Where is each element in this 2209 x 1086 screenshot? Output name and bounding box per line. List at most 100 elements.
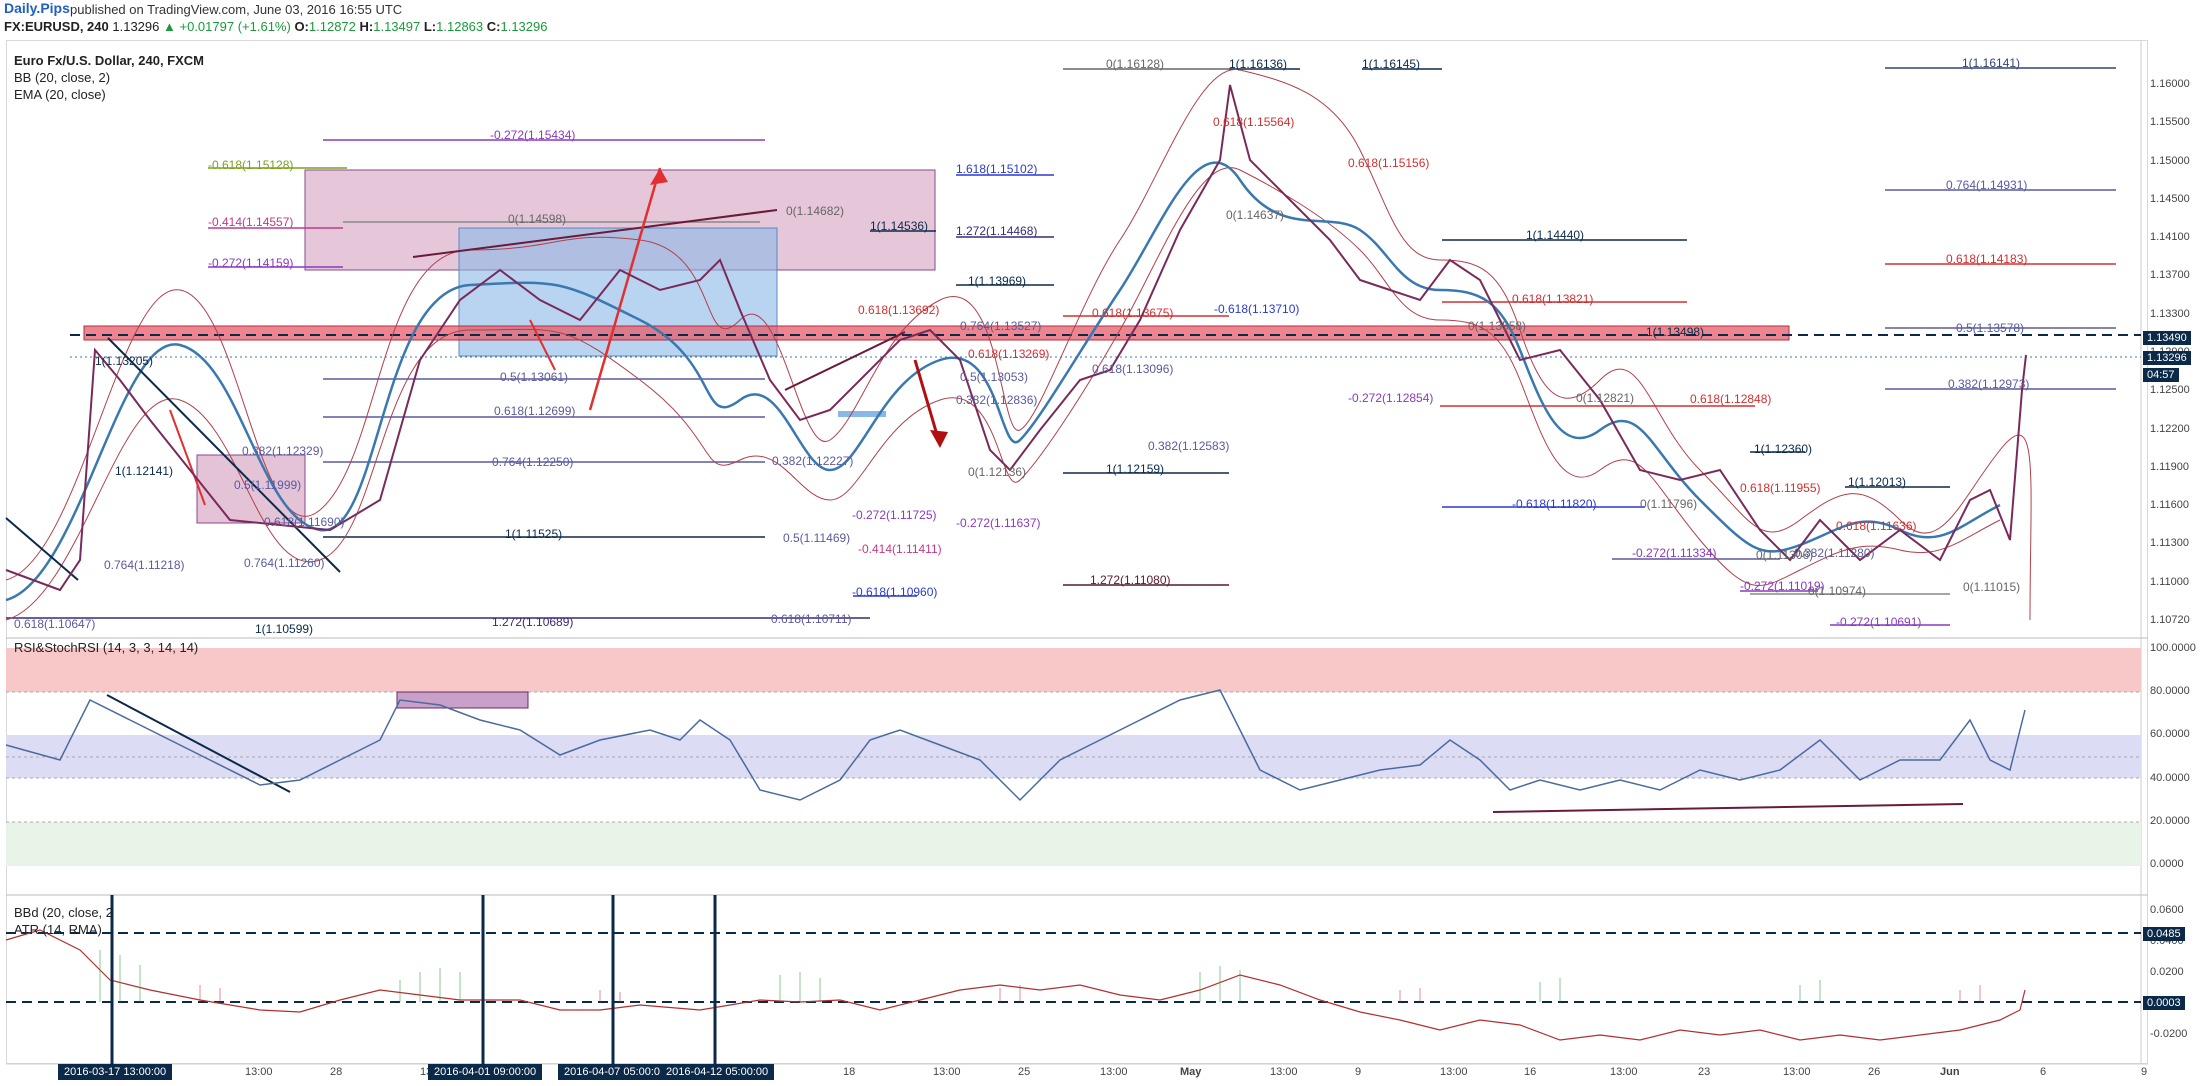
fib-label: 1(1.13205) <box>95 354 154 368</box>
fib-label: 0(1.14637) <box>1226 208 1285 222</box>
price-axis-tick: 1.13700 <box>2150 269 2190 282</box>
fib-label: -0.618(1.13710) <box>1214 302 1300 316</box>
arrow-up-head <box>650 168 668 185</box>
fib-label: 0(1.12136) <box>968 465 1027 479</box>
fib-label: -0.272(1.14159) <box>208 256 294 270</box>
time-axis-tick: May <box>1180 1066 1202 1078</box>
fib-label: 0(1.10974) <box>1808 584 1867 598</box>
up-arrow-icon: ▲ <box>163 19 176 34</box>
bbd-lower-tag: 0.0003 <box>2143 996 2185 1010</box>
bb-legend[interactable]: BB (20, close, 2) <box>14 70 111 85</box>
fib-label: 0.764(1.12250) <box>492 455 574 469</box>
fib-label: 0.618(1.12699) <box>494 404 576 418</box>
date-tag-1: 2016-03-17 13:00:00 <box>58 1064 173 1080</box>
rsi-trendline-up <box>1492 803 1964 813</box>
fib-label: 1(1.16136) <box>1229 57 1288 71</box>
ema-line <box>5 161 2001 602</box>
fib-lines <box>6 67 2116 626</box>
fib-label: 1.272(1.14468) <box>956 224 1038 238</box>
fib-label: 0.382(1.12329) <box>242 444 324 458</box>
time-axis-tick: 13:00 <box>1783 1066 1811 1078</box>
bbd-axis-tick: 0.0200 <box>2150 966 2184 978</box>
price-line <box>5 84 2027 592</box>
fib-label: -0.414(1.11411) <box>858 542 942 556</box>
close-label: C: <box>486 19 501 34</box>
bbd-axis-tick: -0.0200 <box>2150 1028 2188 1040</box>
fib-label: 0.764(1.14931) <box>1946 178 2028 192</box>
fib-label: 0(1.16128) <box>1106 57 1165 71</box>
time-axis-tick: 9 <box>2141 1066 2148 1078</box>
price-axis-tick: 1.15000 <box>2150 154 2190 167</box>
bbd-axis-tick: 0.0600 <box>2150 904 2184 916</box>
fib-label: 0(1.11796) <box>1640 497 1698 511</box>
rsi-overbought-zone <box>6 648 2141 692</box>
fib-label: 0(1.14682) <box>786 204 845 218</box>
fib-label: -0.414(1.14557) <box>208 215 294 229</box>
price-axis-tick: 1.11000 <box>2150 575 2189 588</box>
fib-label: 1(1.13498) <box>1646 325 1705 339</box>
fib-label: 1(1.12141) <box>115 464 174 478</box>
fib-label: 0.618(1.14183) <box>1946 252 2028 266</box>
fib-label: 1(1.14440) <box>1526 228 1585 242</box>
rsi-axis-tick: 80.0000 <box>2150 685 2190 698</box>
fib-label: 0.618(1.13269) <box>968 347 1050 361</box>
fib-label: 0.382(1.12836) <box>956 393 1038 407</box>
fib-label: -0.272(1.12854) <box>1348 391 1434 405</box>
fib-label: 0(1.11306) <box>1756 548 1814 562</box>
fib-label: 1(1.16145) <box>1362 57 1421 71</box>
rsi-axis-tick: 0.0000 <box>2150 858 2184 870</box>
open-label: O: <box>294 19 309 34</box>
author-name[interactable]: Daily.Pips <box>4 0 70 16</box>
fib-label: 1.272(1.10689) <box>492 615 574 629</box>
last-price: 1.13296 <box>112 19 160 34</box>
fib-label: 0.764(1.13527) <box>960 319 1042 333</box>
fib-label: 1(1.14536) <box>870 219 929 233</box>
high-label: H: <box>359 19 374 34</box>
time-axis-tick: 6 <box>2040 1066 2047 1078</box>
fib-label: 0.5(1.13061) <box>500 370 569 384</box>
rsi-axis-tick: 20.0000 <box>2150 814 2190 827</box>
fib-label: 0.618(1.10711) <box>771 612 852 626</box>
countdown-tag: 04:57 <box>2143 368 2179 382</box>
fib-label: 1(1.16141) <box>1962 56 2021 70</box>
fib-label: 0.764(1.11218) <box>104 558 185 572</box>
fib-label: 0.382(1.11280) <box>1794 546 1875 560</box>
fib-label: 0.618(1.15156) <box>1348 156 1430 170</box>
time-axis-tick: 26 <box>1868 1066 1881 1078</box>
trendline-upper <box>412 209 778 258</box>
fib-label: 0.618(1.11636) <box>1836 519 1917 533</box>
rsi-box <box>396 691 529 709</box>
arrow-down-small <box>529 319 556 371</box>
rsi-legend[interactable]: RSI&StochRSI (14, 3, 3, 14, 14) <box>14 640 199 655</box>
fib-label: 0.5(1.13578) <box>1956 321 2025 335</box>
fib-label: 0(1.12821) <box>1576 391 1635 405</box>
fib-label: 0.5(1.11469) <box>783 531 851 545</box>
publish-info: published on TradingView.com, June 03, 2… <box>70 2 403 17</box>
fib-label: -0.272(1.10691) <box>1836 615 1922 629</box>
arrow-up-red <box>588 167 662 411</box>
fib-label: 0(1.13558) <box>1468 319 1527 333</box>
price-level-tag: 1.13490 <box>2143 331 2191 345</box>
fib-label: 1.618(1.15102) <box>956 162 1038 176</box>
rsi-axis-tick: 60.0000 <box>2150 728 2190 741</box>
atr-legend[interactable]: ATR (14, RMA) <box>14 922 102 937</box>
time-axis-tick: 13:00 <box>1440 1066 1468 1078</box>
low-label: L: <box>423 19 437 34</box>
price-axis-tick: 1.10720 <box>2150 614 2190 626</box>
ema-legend[interactable]: EMA (20, close) <box>14 87 106 102</box>
bbd-histogram-positive <box>99 950 1821 1002</box>
bb-upper-line <box>5 69 2032 621</box>
fib-label: -0.618(1.10960) <box>852 585 938 599</box>
bbd-legend[interactable]: BBd (20, close, 2 <box>14 905 113 920</box>
fib-label: -0.272(1.11019) <box>1740 579 1825 593</box>
fib-label: 0.764(1.11260) <box>244 556 325 570</box>
price-axis-tick: 1.15500 <box>2150 116 2190 129</box>
price-axis-tick: 1.16000 <box>2150 78 2190 90</box>
fib-label: 0.618(1.10647) <box>14 617 96 631</box>
chart-header: Daily.Pips published on TradingView.com,… <box>0 0 2209 36</box>
date-marker-lines <box>110 895 717 1064</box>
fib-label: 0(1.11015) <box>1963 580 2021 594</box>
bbd-histogram-negative <box>199 985 1981 1002</box>
fib-label: 1(1.12360) <box>1754 442 1813 456</box>
